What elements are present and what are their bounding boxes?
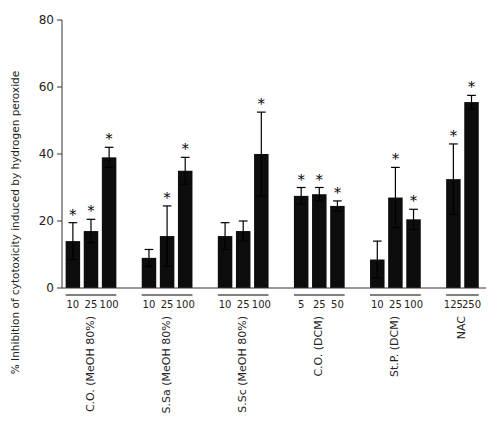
- concentration-label: 10: [143, 299, 156, 310]
- y-tick: [57, 288, 62, 289]
- bar: [312, 194, 326, 288]
- significance-mark: *: [182, 141, 189, 157]
- concentration-label: 100: [404, 299, 423, 310]
- y-tick-label: 20: [39, 214, 54, 228]
- group-label: St.P. (DCM): [388, 316, 401, 377]
- significance-mark: *: [258, 96, 265, 112]
- bar: [406, 219, 420, 288]
- concentration-label: 100: [252, 299, 271, 310]
- bar: [464, 102, 478, 288]
- concentration-label: 25: [85, 299, 98, 310]
- significance-mark: *: [298, 172, 305, 188]
- error-bar: [145, 249, 154, 266]
- concentration-label: 25: [161, 299, 174, 310]
- y-tick: [57, 154, 62, 155]
- error-bar: [467, 95, 476, 108]
- chart: 0 20 40 60 80 % Inhibition of cytotoxicity in…: [0, 0, 500, 445]
- group-underline: [142, 295, 193, 296]
- bar: [294, 196, 308, 288]
- group-underline: [66, 295, 117, 296]
- error-bar: [181, 157, 190, 184]
- error-bar: [315, 188, 324, 201]
- error-bar: [449, 144, 458, 214]
- significance-mark: *: [316, 172, 323, 188]
- concentration-label: 10: [219, 299, 232, 310]
- error-bar: [69, 223, 78, 260]
- y-tick: [57, 221, 62, 222]
- error-bar: [409, 209, 418, 229]
- group-label: S.Sa (MeOH 80%): [160, 316, 173, 413]
- significance-mark: *: [392, 151, 399, 167]
- y-tick: [57, 20, 62, 21]
- error-bar: [333, 201, 342, 211]
- error-bar: [257, 112, 266, 196]
- concentration-label: 25: [389, 299, 402, 310]
- error-bar: [391, 167, 400, 227]
- error-bar: [87, 219, 96, 242]
- significance-mark: *: [69, 207, 76, 223]
- group-label: NAC: [455, 316, 468, 340]
- group-label: C.O. (MeOH 80%): [84, 316, 97, 412]
- y-tick-label: 0: [46, 281, 54, 295]
- group-label: S.Sc (MeOH 80%): [236, 316, 249, 413]
- concentration-label: 10: [371, 299, 384, 310]
- y-tick-label: 80: [39, 13, 54, 27]
- bar: [178, 171, 192, 288]
- y-tick-label: 40: [39, 147, 54, 161]
- significance-mark: *: [106, 131, 113, 147]
- bars: [66, 95, 479, 288]
- significance-mark: *: [164, 190, 171, 206]
- error-bar: [105, 147, 114, 167]
- group-underline: [218, 295, 269, 296]
- concentration-label: 125: [444, 299, 463, 310]
- y-tick: [57, 87, 62, 88]
- y-tick-label: 60: [39, 80, 54, 94]
- error-bar: [297, 188, 306, 205]
- group-underline: [294, 295, 345, 296]
- concentration-label: 25: [237, 299, 250, 310]
- concentration-label: 5: [298, 299, 304, 310]
- concentration-label: 250: [462, 299, 481, 310]
- group-underline: [446, 295, 479, 296]
- x-axis-line: [62, 288, 486, 289]
- concentration-label: 25: [313, 299, 326, 310]
- significance-mark: *: [468, 79, 475, 95]
- bar: [102, 157, 116, 288]
- concentration-label: 50: [331, 299, 344, 310]
- significance-mark: *: [450, 128, 457, 144]
- y-axis-label: % Inhibition of cytotoxicity induced by …: [9, 71, 21, 374]
- significance-mark: *: [334, 185, 341, 201]
- significance-mark: *: [410, 193, 417, 209]
- error-bar: [239, 221, 248, 241]
- error-bar: [221, 223, 230, 250]
- significance-mark: *: [87, 203, 94, 219]
- concentration-label: 100: [100, 299, 119, 310]
- group-underline: [370, 295, 421, 296]
- error-bar: [163, 206, 172, 266]
- concentration-label: 100: [176, 299, 195, 310]
- group-label: C.O. (DCM): [312, 316, 325, 377]
- concentration-label: 10: [67, 299, 80, 310]
- bar: [330, 206, 344, 288]
- error-bar: [373, 241, 382, 278]
